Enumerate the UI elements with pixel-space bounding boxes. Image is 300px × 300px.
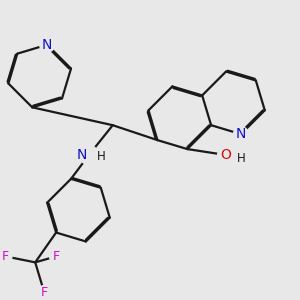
Circle shape (218, 147, 234, 164)
Text: N: N (236, 127, 246, 141)
Text: N: N (77, 148, 87, 162)
Text: F: F (2, 250, 9, 263)
Text: O: O (220, 148, 232, 162)
Text: F: F (52, 250, 60, 263)
Circle shape (50, 250, 63, 263)
Circle shape (0, 250, 12, 263)
Text: F: F (40, 286, 48, 299)
Text: H: H (97, 150, 106, 163)
Circle shape (40, 37, 55, 52)
Circle shape (233, 127, 248, 142)
Text: N: N (42, 38, 52, 52)
Circle shape (38, 286, 51, 299)
Text: H: H (237, 152, 246, 164)
Circle shape (79, 146, 98, 165)
